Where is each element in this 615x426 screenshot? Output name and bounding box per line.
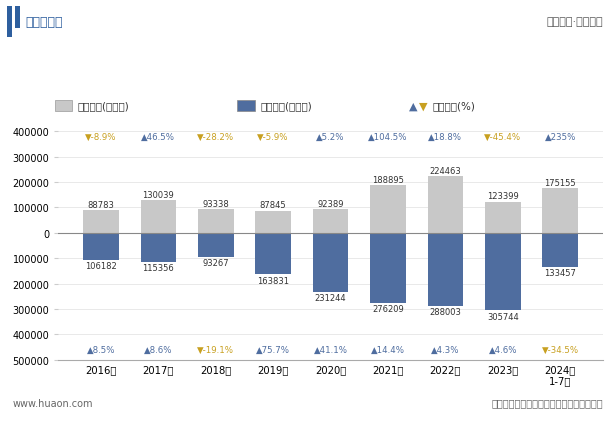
Text: 华经情报网: 华经情报网 (26, 16, 63, 29)
Text: 同比增速(%): 同比增速(%) (432, 101, 475, 111)
Bar (237, 101, 255, 112)
Text: 231244: 231244 (315, 293, 346, 302)
Text: 175155: 175155 (544, 178, 576, 187)
Text: 87845: 87845 (260, 201, 287, 210)
Bar (427, 233, 463, 306)
Text: ▼-34.5%: ▼-34.5% (542, 345, 579, 354)
Bar (141, 200, 176, 233)
Bar (198, 210, 234, 233)
Bar (370, 185, 406, 233)
Text: ▲5.2%: ▲5.2% (316, 132, 345, 141)
Bar (15, 7, 20, 29)
Bar (198, 233, 234, 257)
Text: 专业严谨·客观科学: 专业严谨·客观科学 (546, 17, 603, 27)
Bar (313, 210, 348, 233)
Bar (542, 189, 578, 233)
Bar (255, 233, 291, 275)
Text: 288003: 288003 (429, 308, 461, 317)
Text: 进口总额(万美元): 进口总额(万美元) (261, 101, 312, 111)
Text: 130039: 130039 (143, 190, 174, 199)
Bar (55, 101, 73, 112)
Bar (427, 176, 463, 233)
Text: ▼: ▼ (419, 101, 427, 111)
Bar (83, 211, 119, 233)
Text: 93338: 93338 (202, 199, 229, 208)
Text: 163831: 163831 (257, 276, 289, 285)
Text: ▲41.1%: ▲41.1% (314, 345, 347, 354)
Text: 224463: 224463 (429, 166, 461, 175)
Bar (370, 233, 406, 303)
Bar (255, 211, 291, 233)
Text: ▲: ▲ (409, 101, 418, 111)
Text: 出口总额(万美元): 出口总额(万美元) (78, 101, 130, 111)
Text: ▲75.7%: ▲75.7% (256, 345, 290, 354)
Text: ▲46.5%: ▲46.5% (141, 132, 175, 141)
Text: ▼-8.9%: ▼-8.9% (85, 132, 117, 141)
Text: 123399: 123399 (487, 192, 518, 201)
Text: ▼-5.9%: ▼-5.9% (258, 132, 289, 141)
Text: ▼-28.2%: ▼-28.2% (197, 132, 234, 141)
Bar (83, 233, 119, 260)
Text: 188895: 188895 (372, 175, 404, 184)
Text: ▲104.5%: ▲104.5% (368, 132, 408, 141)
Text: 88783: 88783 (87, 201, 114, 210)
Bar (313, 233, 348, 292)
Text: ▼-45.4%: ▼-45.4% (484, 132, 522, 141)
Text: 106182: 106182 (85, 262, 117, 271)
Text: ▲4.3%: ▲4.3% (431, 345, 459, 354)
Text: 2016-2024年7月广州白云机场综合保税区进、出口额: 2016-2024年7月广州白云机场综合保税区进、出口额 (156, 61, 459, 79)
Text: 93267: 93267 (202, 258, 229, 267)
Text: 276209: 276209 (372, 305, 404, 314)
Bar (141, 233, 176, 262)
Text: ▲8.5%: ▲8.5% (87, 345, 115, 354)
Text: www.huaon.com: www.huaon.com (12, 397, 93, 408)
Bar (485, 202, 520, 233)
Text: ▲18.8%: ▲18.8% (429, 132, 462, 141)
Bar (485, 233, 520, 311)
Bar (542, 233, 578, 267)
Text: 305744: 305744 (487, 312, 518, 321)
Text: 资料来源：中国海关，华经产业研究院整理: 资料来源：中国海关，华经产业研究院整理 (491, 397, 603, 408)
Text: ▲14.4%: ▲14.4% (371, 345, 405, 354)
Text: ▲235%: ▲235% (544, 132, 576, 141)
Bar (7, 7, 12, 38)
Text: ▼-19.1%: ▼-19.1% (197, 345, 234, 354)
Text: 115356: 115356 (143, 264, 174, 273)
Text: ▲4.6%: ▲4.6% (488, 345, 517, 354)
Text: 133457: 133457 (544, 268, 576, 277)
Text: 92389: 92389 (317, 200, 344, 209)
Text: ▲8.6%: ▲8.6% (144, 345, 173, 354)
